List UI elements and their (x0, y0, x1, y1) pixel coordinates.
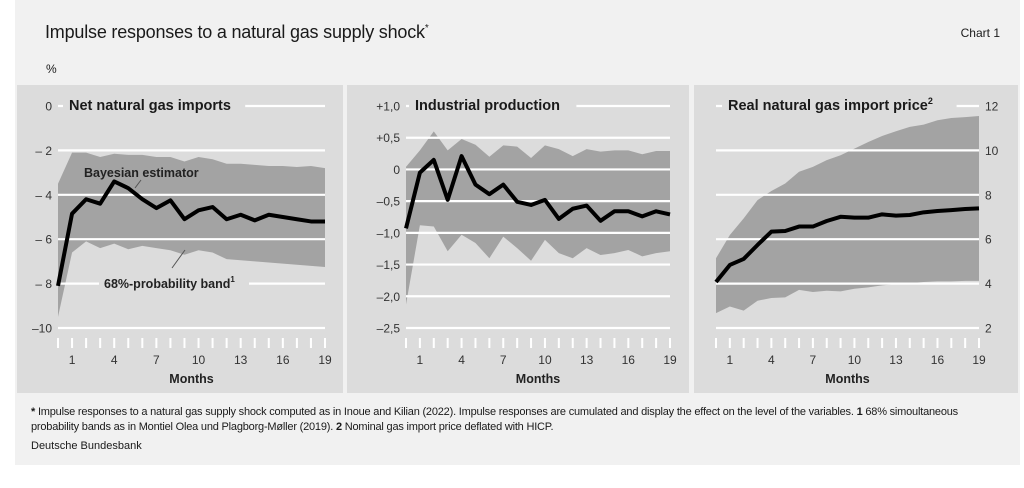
probability-band (716, 115, 979, 314)
y-tick-label: – 8 (35, 277, 52, 291)
series-line (404, 154, 671, 229)
source: Deutsche Bundesbank (31, 440, 142, 452)
x-tick-label: 19 (318, 353, 332, 367)
panel-title-text: Industrial production (415, 98, 560, 114)
y-tick-label: –1,0 (377, 226, 401, 240)
panel-title: Industrial production (415, 98, 560, 114)
unit-label: % (46, 62, 57, 76)
annotation-bayesian-estimator: Bayesian estimator (84, 166, 199, 180)
x-tick-label: 13 (889, 353, 903, 367)
y-tick-label: 0 (393, 163, 400, 177)
footnote-1-mark: 1 (856, 406, 863, 418)
x-tick-label: 13 (234, 353, 248, 367)
panel-title-text: Real natural gas import price (728, 98, 928, 114)
footnote-2-mark: 2 (335, 421, 342, 433)
footnote-star: * (31, 406, 36, 418)
x-axis-label: Months (169, 372, 213, 386)
series-line (714, 206, 980, 284)
x-tick-label: 4 (458, 353, 465, 367)
x-tick-label: 19 (663, 353, 677, 367)
x-tick-label: 7 (500, 353, 507, 367)
y-tick-label: –10 (32, 322, 52, 336)
x-tick-label: 10 (848, 353, 862, 367)
panel-title-footnote-mark: 2 (928, 96, 933, 106)
y-tick-label: 4 (985, 277, 992, 291)
panel-title: Real natural gas import price2 (728, 96, 933, 114)
title-text: Impulse responses to a natural gas suppl… (45, 22, 425, 42)
x-tick-label: 1 (417, 353, 424, 367)
chart-number: Chart 1 (960, 26, 1000, 40)
annotation-backdrop (99, 274, 249, 292)
annotation-probability-band: 68%-probability band1 (104, 275, 235, 291)
footnote-2-text: Nominal gas import price deflated with H… (341, 421, 554, 433)
probability-band (58, 152, 325, 317)
panel-industrial-production: +1,0 +0,5 0 –0,5 –1,0 –1,5 –2,0 –2,5 1 4 7 10 13 16 19… (347, 85, 689, 393)
x-tick-label: 7 (810, 353, 817, 367)
chart-frame: Impulse responses to a natural gas suppl… (15, 0, 1020, 465)
x-tick-label: 7 (153, 353, 160, 367)
y-tick-label: +1,0 (376, 100, 400, 114)
y-tick-label: +0,5 (376, 131, 400, 145)
x-axis-label: Months (516, 372, 560, 386)
footnote-1-text: 68% simoultaneous probability bands as i… (31, 406, 958, 433)
y-tick-label: 2 (985, 322, 992, 336)
y-tick-label: –1,5 (377, 258, 401, 272)
y-tick-label: 6 (985, 233, 992, 247)
title-backdrop (409, 93, 577, 115)
x-tick-label: 19 (972, 353, 986, 367)
probability-band (406, 131, 670, 305)
y-tick-label: 0 (45, 100, 52, 114)
x-tick-label: 10 (192, 353, 206, 367)
chart-title: Impulse responses to a natural gas suppl… (45, 22, 429, 43)
x-axis-label: Months (825, 372, 869, 386)
panel-title: Net natural gas imports (69, 98, 231, 114)
x-tick-label: 13 (580, 353, 594, 367)
x-tick-label: 1 (726, 353, 733, 367)
annotation-text: 68%-probability band (104, 277, 230, 291)
footnote: * Impulse responses to a natural gas sup… (31, 405, 1006, 435)
x-tick-label: 16 (931, 353, 945, 367)
annotation-leader-line (171, 249, 186, 269)
panel-title-text: Net natural gas imports (69, 98, 231, 114)
panel-net-gas-imports: 0 – 2 – 4 – 6 – 8 –10 1 4 7 10 13 16 19 Months Net nat… (17, 85, 343, 393)
x-tick-label: 4 (111, 353, 118, 367)
y-tick-label: 10 (985, 144, 999, 158)
title-footnote-mark: * (424, 23, 429, 34)
y-tick-label: – 6 (35, 233, 52, 247)
annotation-leader-line (134, 179, 142, 189)
x-tick-label: 4 (768, 353, 775, 367)
y-tick-label: –2,0 (377, 290, 401, 304)
y-tick-label: 12 (985, 100, 999, 114)
y-tick-label: 8 (985, 188, 992, 202)
chart-svg: 12 10 8 6 4 2 1 4 7 10 13 16 19 Months Real natural ga… (714, 93, 999, 386)
x-tick-label: 1 (69, 353, 76, 367)
title-backdrop (63, 93, 246, 115)
panel-gas-import-price: 12 10 8 6 4 2 1 4 7 10 13 16 19 Months Real natural ga… (694, 85, 1018, 393)
x-tick-label: 16 (276, 353, 290, 367)
footnote-star-text: Impulse responses to a natural gas suppl… (35, 406, 854, 418)
x-tick-label: 10 (538, 353, 552, 367)
title-backdrop (722, 93, 957, 115)
annotation-footnote-mark: 1 (230, 275, 235, 284)
y-tick-label: – 4 (35, 188, 52, 202)
y-tick-label: –0,5 (377, 195, 401, 209)
chart-svg: +1,0 +0,5 0 –0,5 –1,0 –1,5 –2,0 –2,5 1 4 7 10 13 16 19… (376, 93, 677, 386)
series-line (56, 179, 325, 287)
x-tick-label: 16 (622, 353, 636, 367)
y-tick-label: – 2 (35, 144, 52, 158)
chart-svg: 0 – 2 – 4 – 6 – 8 –10 1 4 7 10 13 16 19 Months Net nat… (32, 93, 332, 386)
y-tick-label: –2,5 (377, 322, 401, 336)
